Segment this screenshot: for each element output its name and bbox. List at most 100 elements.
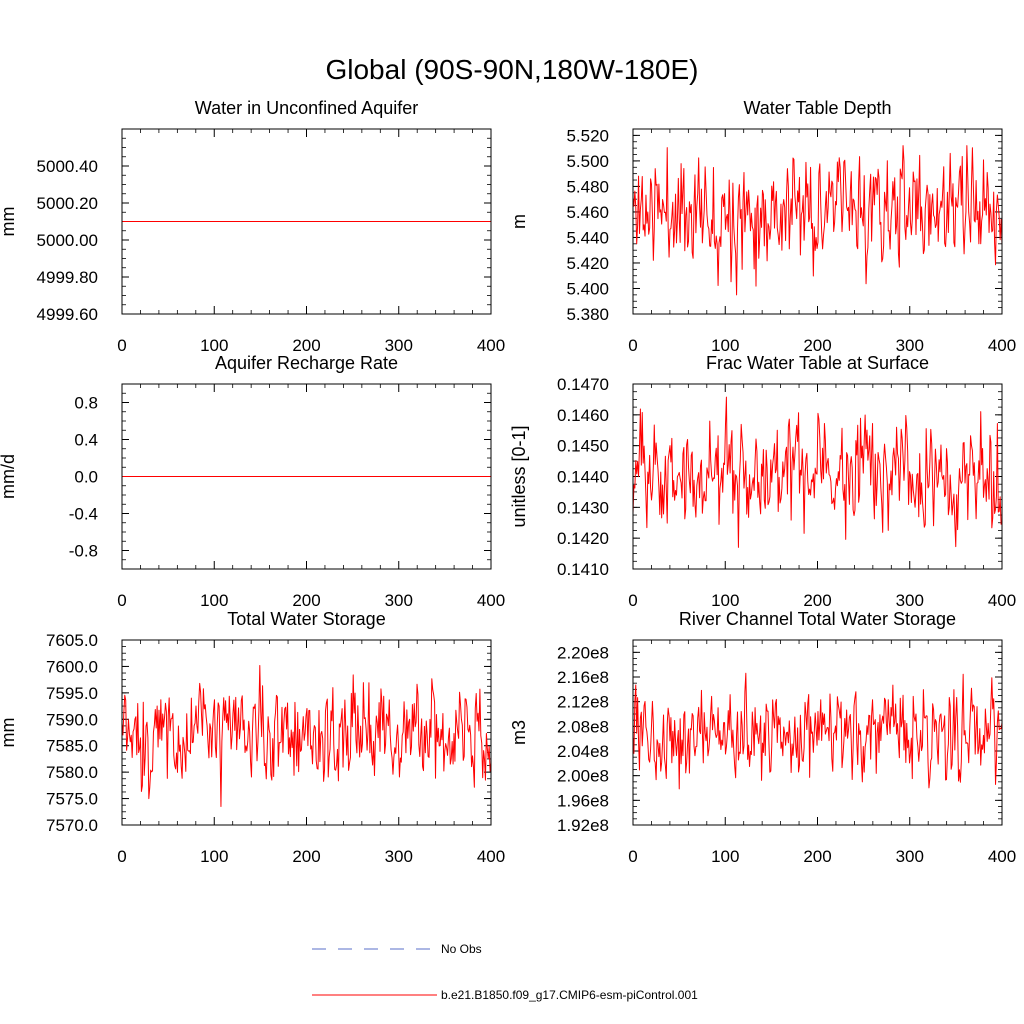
panel-water-table-depth-title: Water Table Depth: [743, 98, 891, 118]
panel-total-water-storage-ytick-label: 7570.0: [46, 816, 98, 835]
panel-frac-water-table-at-surface-ytick-label: 0.1430: [557, 498, 609, 517]
panel-river-channel-total-water-storage-xtick-label: 100: [711, 847, 739, 866]
panel-total-water-storage-xtick-label: 0: [117, 847, 126, 866]
panel-water-table-depth-xtick-label: 100: [711, 336, 739, 355]
panel-river-channel-total-water-storage-xtick-label: 300: [896, 847, 924, 866]
panel-water-table-depth-ytick-label: 5.520: [566, 126, 609, 145]
panel-river-channel-total-water-storage-xtick-label: 400: [988, 847, 1016, 866]
panel-river-channel-total-water-storage-ytick-label: 2.04e8: [557, 742, 609, 761]
panel-frac-water-table-at-surface-xtick-label: 400: [988, 591, 1016, 610]
panel-water-table-depth-ytick-label: 5.480: [566, 177, 609, 196]
panel-total-water-storage-ytick-label: 7605.0: [46, 631, 98, 650]
panel-water-table-depth-xtick-label: 0: [628, 336, 637, 355]
panel-frac-water-table-at-surface-series-line: [632, 396, 1003, 548]
panel-frac-water-table-at-surface-xtick-label: 0: [628, 591, 637, 610]
panel-river-channel-total-water-storage-series-line: [632, 672, 1003, 790]
panel-river-channel-total-water-storage-ytick-label: 2.00e8: [557, 767, 609, 786]
panel-frac-water-table-at-surface-ytick-label: 0.1450: [557, 437, 609, 456]
panel-total-water-storage-title: Total Water Storage: [227, 609, 385, 629]
panel-water-table-depth-ylabel: m: [509, 214, 529, 229]
panel-aquifer-recharge-rate-xtick-label: 100: [200, 591, 228, 610]
panel-water-in-unconfined-aquifer-ylabel: mm: [0, 207, 18, 237]
panel-aquifer-recharge-rate-title: Aquifer Recharge Rate: [215, 353, 398, 373]
panel-total-water-storage-series-line: [121, 664, 492, 807]
panel-water-table-depth-series-line: [632, 145, 1003, 296]
panel-river-channel-total-water-storage-ytick-label: 2.20e8: [557, 643, 609, 662]
panel-total-water-storage-ylabel: mm: [0, 718, 18, 748]
panel-river-channel-total-water-storage-xtick-label: 200: [803, 847, 831, 866]
panel-water-in-unconfined-aquifer-xtick-label: 300: [385, 336, 413, 355]
panel-water-in-unconfined-aquifer-frame: [121, 128, 492, 315]
figure-title: Global (90S-90N,180W-180E): [325, 54, 698, 85]
panel-total-water-storage-xtick-label: 300: [385, 847, 413, 866]
panel-total-water-storage-xtick-label: 200: [292, 847, 320, 866]
panel-aquifer-recharge-rate-xtick-label: 200: [292, 591, 320, 610]
panel-river-channel-total-water-storage-ytick-label: 2.08e8: [557, 717, 609, 736]
panel-frac-water-table-at-surface: Frac Water Table at Surface unitless [0-1…: [509, 353, 1016, 610]
panel-total-water-storage-xtick-label: 100: [200, 847, 228, 866]
panel-total-water-storage-xtick-label: 400: [477, 847, 505, 866]
panel-water-in-unconfined-aquifer-ytick-label: 4999.60: [37, 305, 98, 324]
panel-total-water-storage-ytick-label: 7585.0: [46, 737, 98, 756]
legend: No Obs b.e21.B1850.f09_g17.CMIP6-esm-piC…: [312, 942, 698, 1002]
panel-aquifer-recharge-rate-ytick-label: 0.0: [74, 468, 98, 487]
legend-label-model: b.e21.B1850.f09_g17.CMIP6-esm-piControl.…: [441, 988, 698, 1002]
panel-aquifer-recharge-rate: Aquifer Recharge Rate mm/d -0.8 -0.4 0.0 0.4 0…: [0, 353, 505, 610]
panel-river-channel-total-water-storage-ytick-label: 1.92e8: [557, 816, 609, 835]
panel-aquifer-recharge-rate-frame: [121, 383, 492, 570]
panel-river-channel-total-water-storage-ytick-label: 1.96e8: [557, 791, 609, 810]
panel-frac-water-table-at-surface-ytick-label: 0.1440: [557, 468, 609, 487]
panel-water-in-unconfined-aquifer-xtick-label: 0: [117, 336, 126, 355]
panel-water-table-depth-xtick-label: 400: [988, 336, 1016, 355]
panel-aquifer-recharge-rate-ylabel: mm/d: [0, 454, 18, 499]
panel-water-in-unconfined-aquifer: Water in Unconfined Aquifer mm 4999.60 4999…: [0, 98, 505, 355]
panel-water-table-depth: Water Table Depth m 5.380 5.400 5.420 5.440 5.…: [509, 98, 1016, 355]
panel-total-water-storage-ytick-label: 7575.0: [46, 790, 98, 809]
panel-frac-water-table-at-surface-xtick-label: 300: [896, 591, 924, 610]
panel-water-in-unconfined-aquifer-ytick-label: 5000.00: [37, 231, 98, 250]
panel-frac-water-table-at-surface-ylabel: unitless [0-1]: [509, 425, 529, 527]
panel-river-channel-total-water-storage: River Channel Total Water Storage m3 1.92e…: [509, 609, 1016, 866]
panel-water-table-depth-ytick-label: 5.380: [566, 305, 609, 324]
panel-frac-water-table-at-surface-ytick-label: 0.1410: [557, 560, 609, 579]
panel-frac-water-table-at-surface-frame: [632, 383, 1003, 570]
panel-water-in-unconfined-aquifer-ytick-label: 4999.80: [37, 268, 98, 287]
panel-water-in-unconfined-aquifer-xtick-label: 400: [477, 336, 505, 355]
panel-frac-water-table-at-surface-xtick-label: 200: [803, 591, 831, 610]
panel-water-in-unconfined-aquifer-ytick-label: 5000.20: [37, 194, 98, 213]
panel-total-water-storage-ytick-label: 7580.0: [46, 763, 98, 782]
panel-total-water-storage-ytick-label: 7595.0: [46, 684, 98, 703]
panel-frac-water-table-at-surface-ytick-label: 0.1420: [557, 529, 609, 548]
panel-frac-water-table-at-surface-xtick-label: 100: [711, 591, 739, 610]
panel-water-table-depth-xtick-label: 200: [803, 336, 831, 355]
panels: Water in Unconfined Aquifer mm 4999.60 4999…: [0, 98, 1016, 866]
panel-aquifer-recharge-rate-xtick-label: 400: [477, 591, 505, 610]
panel-river-channel-total-water-storage-ytick-label: 2.16e8: [557, 668, 609, 687]
panel-river-channel-total-water-storage-title: River Channel Total Water Storage: [679, 609, 956, 629]
panel-water-table-depth-ytick-label: 5.460: [566, 203, 609, 222]
panel-total-water-storage-frame: [121, 639, 492, 826]
panel-water-table-depth-ytick-label: 5.400: [566, 279, 609, 298]
panel-water-table-depth-xtick-label: 300: [896, 336, 924, 355]
panel-aquifer-recharge-rate-ytick-label: -0.8: [69, 542, 98, 561]
panel-frac-water-table-at-surface-ytick-label: 0.1460: [557, 406, 609, 425]
panel-water-in-unconfined-aquifer-xtick-label: 100: [200, 336, 228, 355]
panel-aquifer-recharge-rate-ytick-label: -0.4: [69, 505, 98, 524]
panel-river-channel-total-water-storage-ylabel: m3: [509, 720, 529, 745]
panel-aquifer-recharge-rate-xtick-label: 0: [117, 591, 126, 610]
panel-total-water-storage-ytick-label: 7590.0: [46, 710, 98, 729]
panel-total-water-storage: Total Water Storage mm 7570.0 7575.0 7580.0 7…: [0, 609, 505, 866]
panel-water-table-depth-ytick-label: 5.420: [566, 254, 609, 273]
panel-river-channel-total-water-storage-xtick-label: 0: [628, 847, 637, 866]
panel-river-channel-total-water-storage-frame: [632, 639, 1003, 826]
panel-frac-water-table-at-surface-title: Frac Water Table at Surface: [706, 353, 929, 373]
panel-aquifer-recharge-rate-xtick-label: 300: [385, 591, 413, 610]
panel-water-in-unconfined-aquifer-title: Water in Unconfined Aquifer: [195, 98, 418, 118]
panel-water-table-depth-ytick-label: 5.500: [566, 152, 609, 171]
panel-total-water-storage-ytick-label: 7600.0: [46, 657, 98, 676]
panel-water-in-unconfined-aquifer-xtick-label: 200: [292, 336, 320, 355]
legend-label-no-obs: No Obs: [441, 942, 482, 956]
panel-frac-water-table-at-surface-ytick-label: 0.1470: [557, 375, 609, 394]
panel-aquifer-recharge-rate-ytick-label: 0.8: [74, 394, 98, 413]
